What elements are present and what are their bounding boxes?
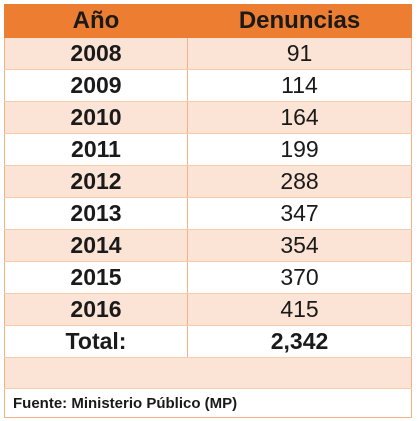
denuncias-table: Año Denuncias 2008 91 2009 114 2010 164 … (4, 4, 412, 418)
total-label: Total: (4, 325, 188, 358)
row-year: 2011 (4, 133, 188, 166)
row-count: 347 (187, 197, 412, 230)
row-year: 2009 (4, 69, 188, 102)
row-year: 2010 (4, 101, 188, 134)
row-count: 415 (187, 293, 412, 326)
table-row: 2010 164 (4, 101, 412, 134)
header-year: Año (4, 4, 188, 38)
row-year: 2012 (4, 165, 188, 198)
row-year: 2016 (4, 293, 188, 326)
header-row: Año Denuncias (4, 4, 412, 38)
table-row: 2015 370 (4, 261, 412, 294)
table-row: 2013 347 (4, 197, 412, 230)
row-count: 354 (187, 229, 412, 262)
source-row: Fuente: Ministerio Público (MP) (4, 388, 412, 418)
header-denuncias: Denuncias (187, 4, 412, 38)
row-count: 91 (187, 37, 412, 70)
table-row: 2011 199 (4, 133, 412, 166)
denuncias-table-container: Año Denuncias 2008 91 2009 114 2010 164 … (4, 4, 412, 418)
row-year: 2008 (4, 37, 188, 70)
row-year: 2015 (4, 261, 188, 294)
row-count: 164 (187, 101, 412, 134)
table-row: 2014 354 (4, 229, 412, 262)
spacer-row (4, 357, 412, 389)
spacer-cell (4, 357, 412, 389)
table-row: 2008 91 (4, 37, 412, 70)
row-count: 199 (187, 133, 412, 166)
table-row: 2009 114 (4, 69, 412, 102)
total-value: 2,342 (187, 325, 412, 358)
row-year: 2014 (4, 229, 188, 262)
source-note: Fuente: Ministerio Público (MP) (4, 388, 412, 418)
row-count: 288 (187, 165, 412, 198)
table-row: 2016 415 (4, 293, 412, 326)
table-row: 2012 288 (4, 165, 412, 198)
row-count: 370 (187, 261, 412, 294)
row-year: 2013 (4, 197, 188, 230)
row-count: 114 (187, 69, 412, 102)
total-row: Total: 2,342 (4, 325, 412, 358)
